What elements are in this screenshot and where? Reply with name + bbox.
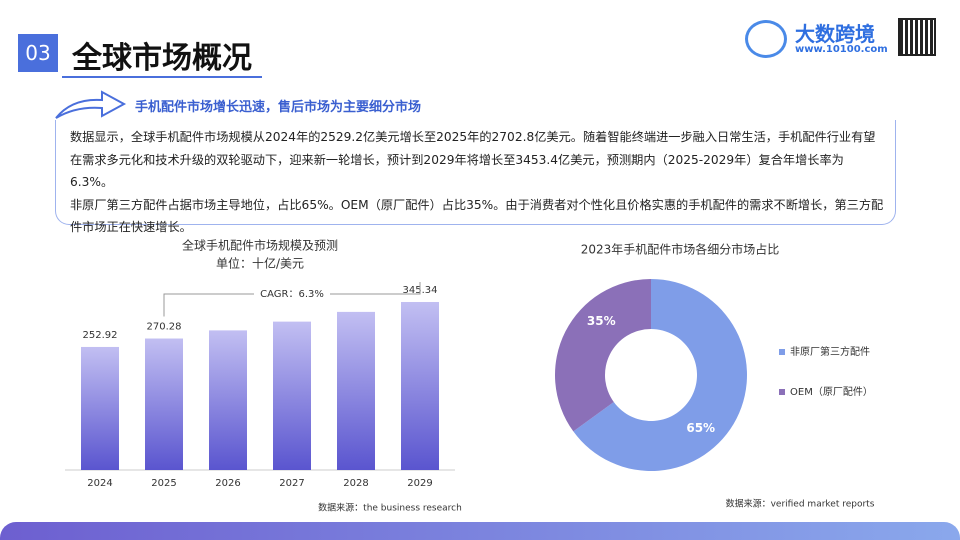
x-tick-label: 2028	[343, 478, 368, 489]
value-label: 35%	[587, 314, 616, 328]
x-tick-label: 2029	[407, 478, 432, 489]
bar	[145, 338, 183, 470]
legend-swatch	[779, 349, 785, 355]
section-number: 03	[18, 34, 58, 72]
logo-text: 大数跨境	[795, 22, 875, 46]
footer-bar	[0, 522, 960, 540]
logo-mark	[745, 20, 787, 58]
text-box: 数据显示，全球手机配件市场规模从2024年的2529.2亿美元增长至2025年的…	[55, 120, 896, 234]
x-tick-label: 2027	[279, 478, 304, 489]
bar	[401, 301, 439, 470]
bar	[81, 346, 119, 470]
legend-label: 非原厂第三方配件	[790, 345, 870, 358]
cagr-bg	[254, 286, 330, 302]
chart-subtitle: 单位：十亿/美元	[216, 256, 304, 271]
subtitle: 手机配件市场增长迅速，售后市场为主要细分市场	[135, 100, 422, 115]
paragraph: 非原厂第三方配件占据市场主导地位，占比65%。OEM（原厂配件）占比35%。由于…	[70, 197, 884, 235]
chart-title: 2023年手机配件市场各细分市场占比	[581, 242, 780, 257]
legend-label: OEM（原厂配件）	[790, 386, 873, 398]
value-label: 270.28	[147, 322, 182, 333]
bar	[209, 330, 247, 470]
logo-url: www.10100.com	[795, 44, 888, 55]
bar	[337, 311, 375, 470]
value-label: 65%	[686, 421, 715, 435]
annotation: CAGR：6.3%	[260, 289, 324, 300]
pie-slice	[554, 279, 651, 432]
qr-code	[898, 18, 936, 56]
chart-title: 全球手机配件市场规模及预测	[182, 238, 338, 253]
arrow-icon	[55, 90, 127, 119]
paragraph: 数据显示，全球手机配件市场规模从2024年的2529.2亿美元增长至2025年的…	[70, 130, 876, 189]
value-label: 252.92	[83, 330, 118, 341]
x-tick-label: 2025	[151, 478, 176, 489]
source: 数据来源：the business research	[318, 502, 462, 514]
bar	[273, 321, 311, 470]
legend-swatch	[779, 389, 785, 395]
x-tick-label: 2026	[215, 478, 240, 489]
page-title: 全球市场概况	[72, 41, 252, 76]
pie-slice	[573, 279, 747, 471]
source: 数据来源：verified market reports	[726, 498, 875, 510]
x-tick-label: 2024	[87, 478, 112, 489]
title-underline	[62, 76, 262, 78]
